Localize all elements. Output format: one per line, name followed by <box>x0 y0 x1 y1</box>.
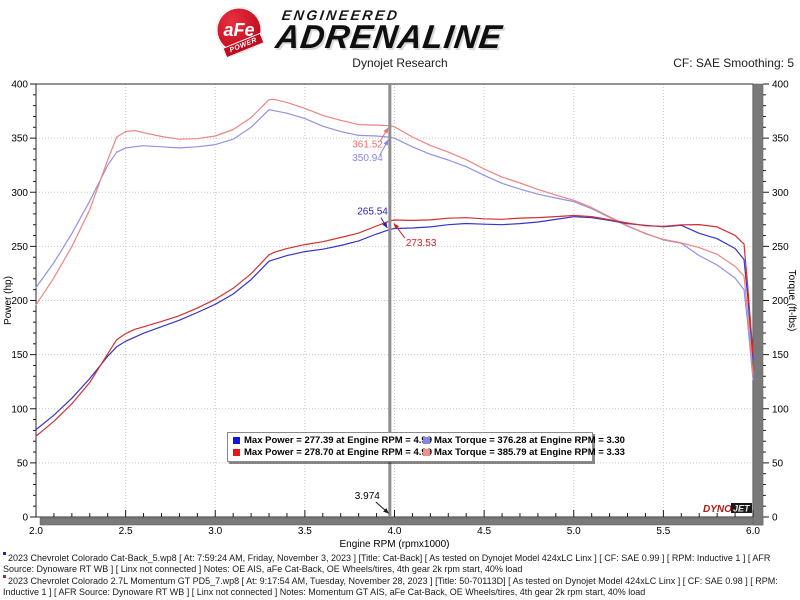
cursor-line[interactable] <box>388 84 392 517</box>
svg-text:350: 350 <box>772 134 789 145</box>
run-marker-red <box>3 575 6 578</box>
svg-text:273.53: 273.53 <box>406 238 437 249</box>
legend-entry: Max Torque = 385.79 at Engine RPM = 3.33 <box>423 447 625 458</box>
svg-text:400: 400 <box>11 80 28 91</box>
cursor-value-annotation: 350.94 <box>352 139 389 164</box>
svg-text:5.5: 5.5 <box>656 526 670 537</box>
axis-tick-labels: 2.0 2.5 3.0 3.5 4.0 4.5 5.0 5.5 6.0 0 0 50 50 100 100 1… <box>11 80 789 538</box>
svg-text:200: 200 <box>772 296 789 307</box>
legend-label: Max Power = 277.39 at Engine RPM = 4.99 <box>244 435 432 446</box>
cursor-rpm-label: 3.974 <box>355 491 390 514</box>
curve-power-catback-blue <box>35 216 754 431</box>
torque-red-swatch <box>423 449 430 456</box>
svg-text:6.0: 6.0 <box>746 526 760 537</box>
legend-label: Max Torque = 385.79 at Engine RPM = 3.33 <box>434 447 625 458</box>
cursor-value-annotation: 265.54 <box>357 207 388 229</box>
svg-text:250: 250 <box>11 242 28 253</box>
legend-entry: Max Power = 278.70 at Engine RPM = 4.99 <box>233 447 432 458</box>
smoothing-setting[interactable]: CF: SAE Smoothing: 5 <box>673 56 794 70</box>
run-info-line-momentum: 2023 Chevrolet Colorado 2.7L Momentum GT… <box>3 575 797 597</box>
svg-text:0: 0 <box>22 513 28 524</box>
dyno-chart: 2.0 2.5 3.0 3.5 4.0 4.5 5.0 5.5 6.0 0 0 50 50 100 100 1… <box>3 80 797 551</box>
svg-text:361.52: 361.52 <box>352 140 383 151</box>
y-axis-title-torque: Torque (ft-lbs) <box>786 270 797 332</box>
svg-text:2.0: 2.0 <box>29 526 43 537</box>
legend-entry: Max Torque = 376.28 at Engine RPM = 3.30 <box>423 435 625 446</box>
svg-text:100: 100 <box>772 404 789 415</box>
svg-text:DYNO: DYNO <box>703 504 732 515</box>
svg-text:350: 350 <box>11 134 28 145</box>
horizontal-scrollbar[interactable] <box>39 517 764 526</box>
svg-text:2.5: 2.5 <box>119 526 133 537</box>
x-axis-title: Engine RPM (rpmx1000) <box>339 539 449 550</box>
chart-title: Dynojet Research <box>352 56 448 70</box>
axis-ticks <box>30 83 769 518</box>
svg-text:250: 250 <box>772 242 789 253</box>
max-values-legend: Max Power = 277.39 at Engine RPM = 4.99 … <box>227 432 625 462</box>
svg-text:50: 50 <box>772 458 784 469</box>
svg-text:JET: JET <box>733 504 751 514</box>
run-info-text: 2023 Chevrolet Colorado 2.7L Momentum GT… <box>3 576 778 597</box>
svg-text:4.5: 4.5 <box>477 526 491 537</box>
cursor-value-annotation: 273.53 <box>393 223 437 249</box>
vertical-scrollbar[interactable] <box>752 83 764 526</box>
afe-brand-logo: aFe POWER ENGINEERED ADRENALINE <box>214 4 614 59</box>
svg-text:4.0: 4.0 <box>388 526 402 537</box>
svg-text:3.5: 3.5 <box>298 526 312 537</box>
y-axis-title-power: Power (hp) <box>3 276 14 325</box>
svg-text:3.0: 3.0 <box>208 526 222 537</box>
svg-text:100: 100 <box>11 404 28 415</box>
power-red-swatch <box>233 449 240 456</box>
run-info-text: 2023 Chevrolet Colorado Cat-Back_5.wp8 [… <box>3 553 771 574</box>
svg-text:50: 50 <box>17 458 29 469</box>
svg-text:265.54: 265.54 <box>357 207 388 218</box>
run-info-footer: 2023 Chevrolet Colorado Cat-Back_5.wp8 [… <box>3 552 797 598</box>
svg-text:3.974: 3.974 <box>355 491 380 502</box>
torque-blue-swatch <box>423 437 430 444</box>
dynojet-watermark: DYNO JET <box>703 503 752 515</box>
svg-text:400: 400 <box>772 80 789 91</box>
legend-label: Max Power = 278.70 at Engine RPM = 4.99 <box>244 447 432 458</box>
legend-label: Max Torque = 376.28 at Engine RPM = 3.30 <box>434 435 625 446</box>
svg-text:5.0: 5.0 <box>567 526 581 537</box>
svg-text:0: 0 <box>772 513 778 524</box>
svg-text:150: 150 <box>11 350 28 361</box>
curve-power-momentum-red <box>35 214 754 437</box>
power-blue-swatch <box>233 437 240 444</box>
cursor-value-annotation: 361.52 <box>352 127 389 151</box>
svg-text:300: 300 <box>772 188 789 199</box>
svg-text:150: 150 <box>772 350 789 361</box>
svg-text:200: 200 <box>11 296 28 307</box>
svg-text:350.94: 350.94 <box>352 153 383 164</box>
legend-entry: Max Power = 277.39 at Engine RPM = 4.99 <box>233 435 432 446</box>
afe-logo-text: aFe <box>223 19 255 40</box>
svg-text:300: 300 <box>11 188 28 199</box>
run-info-line-catback: 2023 Chevrolet Colorado Cat-Back_5.wp8 [… <box>3 552 797 574</box>
run-marker-blue <box>3 552 6 555</box>
